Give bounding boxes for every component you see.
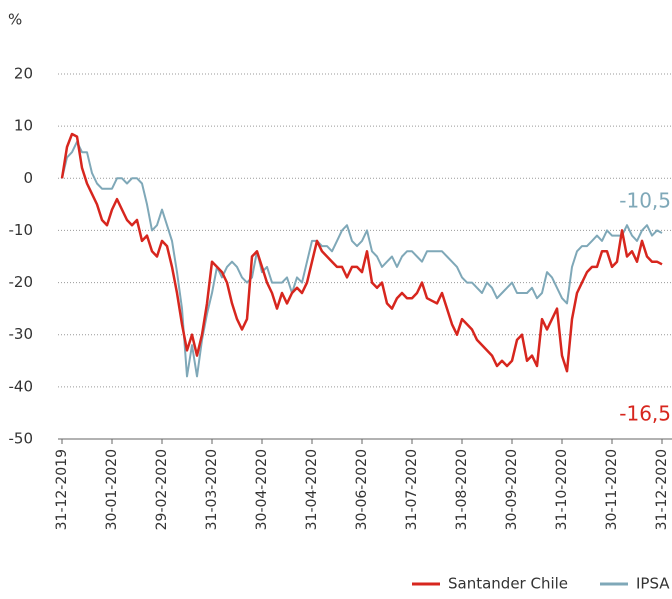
x-tick-label: 31-08-2020 bbox=[454, 449, 470, 530]
end-label: -16,5 bbox=[619, 402, 671, 426]
x-tick-label: 31-12-2019 bbox=[54, 449, 70, 530]
y-tick-label: 0 bbox=[23, 169, 33, 187]
y-tick-label: -20 bbox=[9, 273, 34, 291]
end-label: -10,5 bbox=[619, 189, 671, 213]
series-line bbox=[60, 132, 663, 373]
y-tick-label: -50 bbox=[9, 430, 34, 448]
x-tick-label: 31-03-2020 bbox=[204, 449, 220, 530]
x-tick-label: 30-06-2020 bbox=[354, 449, 370, 530]
x-tick-label: 31-07-2020 bbox=[404, 449, 420, 530]
y-tick-label: 10 bbox=[14, 117, 33, 135]
x-tick-label: 31-12-2020 bbox=[654, 449, 670, 530]
y-tick-label: -10 bbox=[9, 221, 34, 239]
x-tick-label: 31-10-2020 bbox=[554, 449, 570, 530]
legend-label: IPSA bbox=[636, 575, 670, 593]
y-tick-label: -30 bbox=[9, 325, 34, 343]
y-tick-label: 20 bbox=[14, 65, 33, 83]
legend-label: Santander Chile bbox=[448, 575, 568, 593]
x-tick-label: 31-04-2020 bbox=[304, 449, 320, 530]
x-tick-label: 30-01-2020 bbox=[104, 449, 120, 530]
x-tick-label: 30-04-2020 bbox=[254, 449, 270, 530]
series-line bbox=[61, 140, 663, 378]
y-axis-label: % bbox=[8, 11, 22, 29]
x-tick-label: 29-02-2020 bbox=[154, 449, 170, 530]
x-tick-label: 30-09-2020 bbox=[504, 449, 520, 530]
x-tick-label: 30-11-2020 bbox=[604, 449, 620, 530]
y-tick-label: -40 bbox=[9, 377, 34, 395]
